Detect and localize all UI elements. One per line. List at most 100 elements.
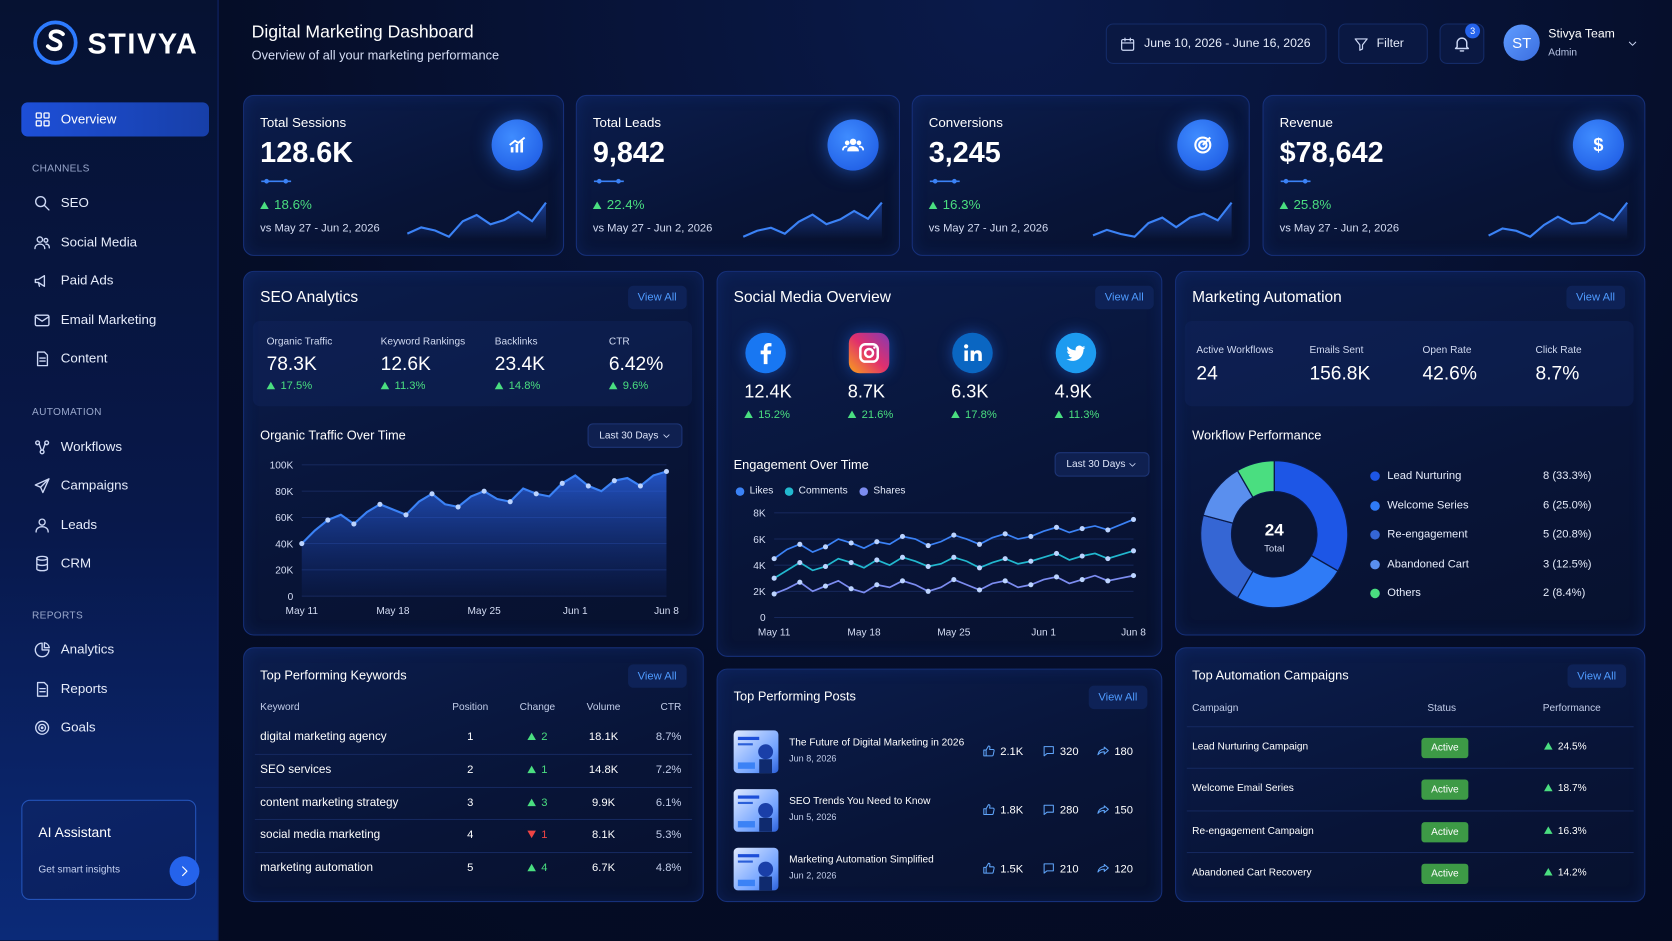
data-point xyxy=(848,586,854,592)
metric-label: Organic Traffic xyxy=(266,335,333,348)
nav-item[interactable]: Paid Ads xyxy=(21,266,209,296)
icon-part xyxy=(737,821,755,828)
sparkline xyxy=(1488,201,1629,239)
icon-part xyxy=(863,347,875,359)
data-point xyxy=(299,541,305,547)
status-badge: Active xyxy=(1421,863,1469,884)
data-point xyxy=(899,554,906,560)
change-value: 4 xyxy=(541,861,548,875)
kpi-label: Total Leads xyxy=(592,115,662,131)
kpi-glyph: $ xyxy=(1593,135,1603,155)
sparkline xyxy=(1092,201,1233,239)
filter-label: Filter xyxy=(1376,37,1404,51)
icon-part xyxy=(36,681,49,697)
legend-swatch xyxy=(1370,588,1380,599)
metric-value: 8.7% xyxy=(1535,362,1580,384)
filter-button[interactable]: Filter xyxy=(1338,23,1428,64)
table-cell: 4.8% xyxy=(655,861,682,875)
icon-part xyxy=(36,236,44,243)
icon-part xyxy=(1302,178,1308,184)
icon-part xyxy=(34,243,46,250)
table-cell: 1 xyxy=(467,730,474,744)
nav-item[interactable]: Analytics xyxy=(21,634,209,664)
icon-part xyxy=(34,275,46,287)
table-cell: 6.7K xyxy=(592,861,616,875)
nav-item[interactable]: Reports xyxy=(21,674,209,704)
metric-value: 6.42% xyxy=(608,352,664,375)
date-picker[interactable]: June 10, 2026 - June 16, 2026 xyxy=(1105,23,1327,64)
nav-item[interactable]: CRM xyxy=(21,548,209,578)
kpi-period: vs May 27 - Jun 2, 2026 xyxy=(592,221,713,235)
x-tick-label: May 11 xyxy=(286,606,319,617)
nav-icon xyxy=(35,518,49,533)
range-select[interactable]: Last 30 Days xyxy=(587,423,683,448)
platform-change-value: 17.8% xyxy=(965,408,997,422)
nav-label: Workflows xyxy=(60,439,123,455)
shares-icon xyxy=(1097,863,1109,873)
icon-part xyxy=(1043,804,1054,816)
ai-button[interactable] xyxy=(169,856,200,887)
data-point xyxy=(848,559,854,566)
view-all[interactable]: View All xyxy=(1566,285,1625,310)
data-point xyxy=(822,563,829,570)
legend-swatch xyxy=(1370,529,1380,540)
line-chart: 0 2K 4K 6K 8K May 11 May 18 May 25 Jun 1 Jun 8 xyxy=(753,509,1146,639)
nav-item[interactable]: Content xyxy=(21,343,209,373)
nav-label: Social Media xyxy=(60,234,138,250)
legend-value: 2 (8.4%) xyxy=(1542,586,1586,600)
icon-part xyxy=(509,136,526,146)
icon-part xyxy=(964,350,968,362)
nav-item[interactable]: SEO xyxy=(21,188,209,218)
view-all[interactable]: View All xyxy=(1095,285,1154,310)
kpi-change-value: 18.6% xyxy=(274,197,312,213)
up-arrow xyxy=(928,201,938,210)
logo xyxy=(33,20,78,65)
change-value: 1 xyxy=(541,828,548,842)
metric-label: Open Rate xyxy=(1422,344,1472,357)
performance-value: 24.5% xyxy=(1557,741,1587,753)
legend-label: Re-engagement xyxy=(1387,527,1468,541)
view-all[interactable]: View All xyxy=(1567,664,1626,688)
view-all[interactable]: View All xyxy=(1088,685,1147,710)
avatar[interactable]: ST xyxy=(1503,24,1540,61)
platform-value: 8.7K xyxy=(847,381,886,403)
nav-item[interactable]: Campaigns xyxy=(21,470,209,500)
platform-value: 12.4K xyxy=(744,381,792,403)
nav-item[interactable]: Leads xyxy=(21,510,209,540)
metric-label: Keyword Rankings xyxy=(380,335,466,348)
table-cell: 6.1% xyxy=(655,796,682,809)
nav-item[interactable]: Social Media xyxy=(21,227,209,257)
nav-item[interactable]: Email Marketing xyxy=(21,305,209,335)
icon-part xyxy=(283,178,289,184)
up-arrow xyxy=(1544,867,1553,876)
icon-part xyxy=(964,344,969,349)
comments-count: 320 xyxy=(1059,745,1079,759)
data-point xyxy=(874,582,880,588)
nav-icon xyxy=(34,642,50,658)
post-date: Jun 2, 2026 xyxy=(789,870,837,881)
platform-icon xyxy=(1055,332,1097,374)
up-arrow xyxy=(592,201,602,210)
nav-item-active[interactable]: Overview xyxy=(21,102,210,137)
icon-part xyxy=(36,557,49,572)
sparkline xyxy=(406,201,547,239)
icon-part xyxy=(37,281,41,287)
data-point xyxy=(899,533,906,539)
user-name: Stivya Team xyxy=(1548,27,1615,41)
icon-part xyxy=(737,879,755,887)
card-title: Marketing Automation xyxy=(1192,288,1342,307)
icon-part xyxy=(43,112,50,119)
y-tick-label: 8K xyxy=(753,509,766,520)
legend-swatch xyxy=(1370,500,1380,511)
column-header: Volume xyxy=(586,701,621,714)
kpi-change-value: 25.8% xyxy=(1293,197,1332,213)
metric-change: 11.3% xyxy=(380,380,425,392)
notification-badge: 3 xyxy=(1465,23,1481,39)
icon-part xyxy=(1354,38,1368,51)
nav-item[interactable]: Workflows xyxy=(21,432,209,462)
view-all[interactable]: View All xyxy=(628,664,687,688)
nav-label: CRM xyxy=(60,555,92,571)
view-all[interactable]: View All xyxy=(628,285,687,310)
nav-item[interactable]: Goals xyxy=(21,712,209,742)
icon-part xyxy=(1097,805,1109,814)
